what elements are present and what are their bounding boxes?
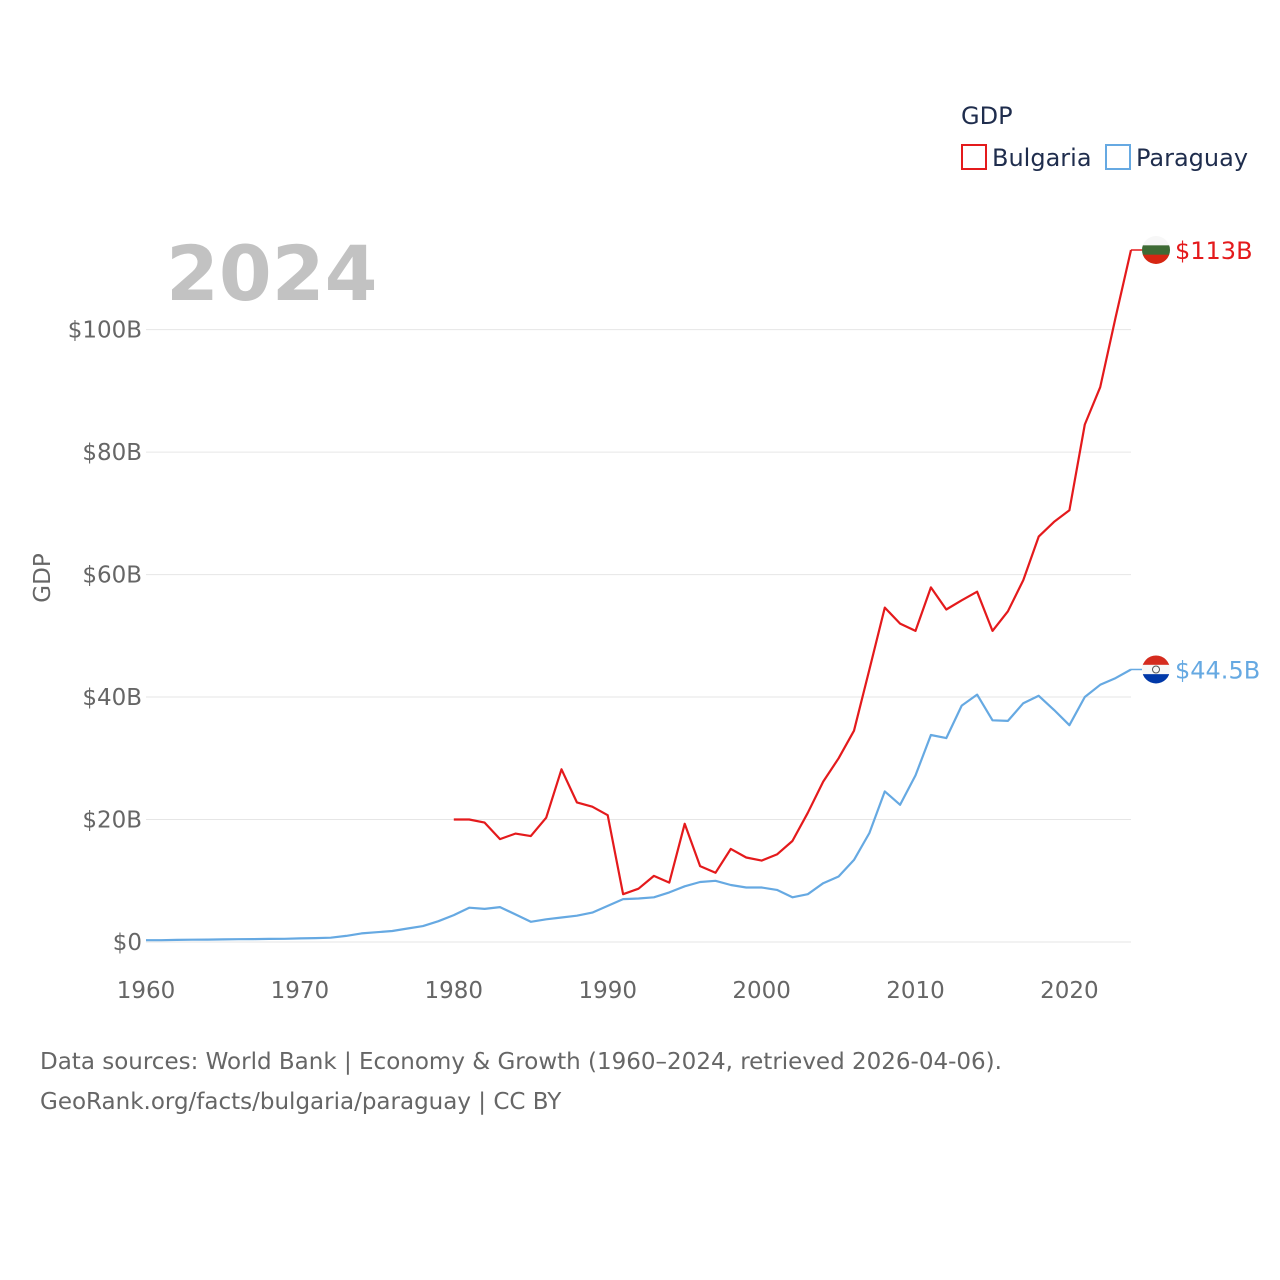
x-tick-label: 1980	[425, 978, 484, 1004]
source-line-1: Data sources: World Bank | Economy & Gro…	[40, 1049, 1002, 1075]
end-labels: $113B $44.5B	[1131, 236, 1260, 684]
y-tick-label: $60B	[82, 563, 142, 589]
x-tick-label: 1970	[271, 978, 330, 1004]
legend-swatch	[1105, 144, 1131, 170]
y-axis-title: GDP	[30, 553, 56, 603]
x-tick-label: 1960	[117, 978, 176, 1004]
legend: GDP Bulgaria Paraguay	[961, 102, 1248, 172]
paraguay-line	[146, 668, 1132, 942]
legend-item-paraguay[interactable]: Paraguay	[1105, 144, 1248, 172]
legend-title: GDP	[961, 102, 1013, 130]
x-tick-label: 2020	[1040, 978, 1099, 1004]
y-tick-label: $40B	[82, 685, 142, 711]
year-label: 2024	[166, 229, 378, 318]
source-note: Data sources: World Bank | Economy & Gro…	[40, 1042, 1002, 1122]
legend-label: Bulgaria	[992, 144, 1092, 172]
y-tick-label: $80B	[82, 440, 142, 466]
bulgaria-end-label: $113B	[1175, 237, 1253, 265]
grid-lines	[146, 329, 1131, 943]
y-tick-label: $0	[113, 930, 142, 956]
x-tick-label: 2000	[732, 978, 791, 1004]
source-line-2: GeoRank.org/facts/bulgaria/paraguay | CC…	[40, 1089, 562, 1115]
x-axis: 1960 1970 1980 1990 2000 2010 2020	[117, 978, 1099, 1004]
legend-label: Paraguay	[1136, 144, 1248, 172]
x-tick-label: 2010	[886, 978, 945, 1004]
x-tick-label: 1990	[578, 978, 637, 1004]
bulgaria-flag-icon	[1142, 236, 1170, 264]
paraguay-flag-icon	[1142, 655, 1170, 684]
bulgaria-line	[453, 249, 1133, 896]
y-axis: $0 $20B $40B $60B $80B $100B	[68, 318, 142, 956]
legend-swatch	[961, 144, 987, 170]
legend-item-bulgaria[interactable]: Bulgaria	[961, 144, 1092, 172]
y-tick-label: $20B	[82, 808, 142, 834]
y-tick-label: $100B	[68, 318, 142, 344]
paraguay-end-label: $44.5B	[1175, 656, 1260, 684]
gdp-line-chart: $0 $20B $40B $60B $80B $100B 1960 1970 1980 1990…	[30, 102, 1260, 1004]
series-lines	[146, 249, 1133, 942]
